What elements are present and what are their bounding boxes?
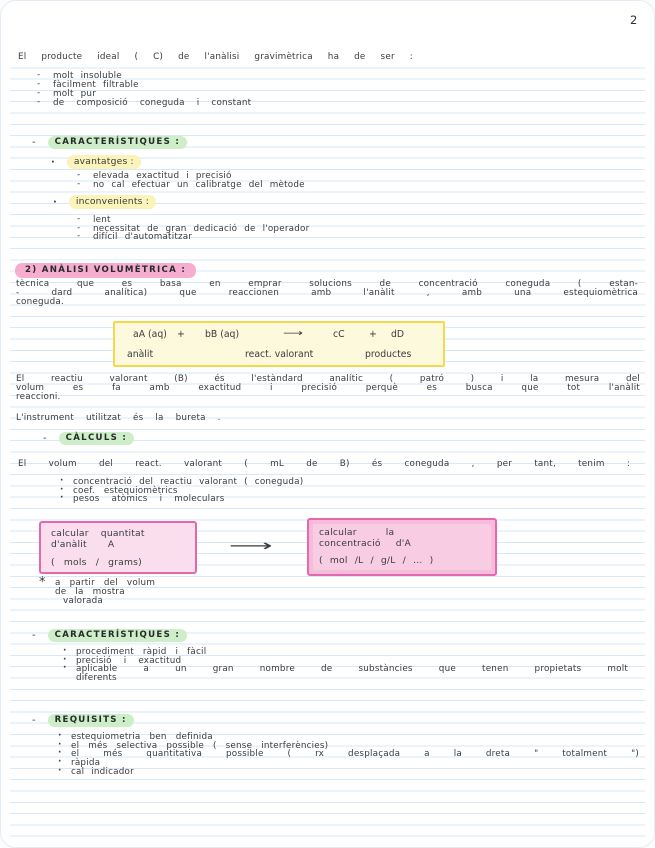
instrument-line: L'instrument utilitzat és la bureta . — [16, 413, 221, 423]
caracteristiques2-heading: CARACTERÍSTIQUES : — [47, 629, 188, 642]
list-item: coef. estequiomètrics — [60, 486, 303, 496]
list-item: cal indicador — [58, 767, 639, 777]
text-line: reaccioni. — [16, 391, 61, 402]
text-line: - dard analítica) que reaccionen amb l'a… — [16, 287, 638, 298]
list-item: molt insoluble — [37, 71, 251, 81]
caracteristiques2-list: procediment ràpid i fàcil precisió i exa… — [63, 647, 628, 683]
list-item: de composició coneguda i constant — [37, 98, 251, 108]
equation-box: aA (aq) + bB (aq) ⟶ cC + dD anàlit react… — [113, 321, 445, 367]
list-item: diferents — [76, 672, 117, 683]
calculs-heading: CÀLCULS : — [58, 432, 135, 445]
flow-note: a partir del volum de la mostra valorada — [55, 579, 155, 605]
eq-label-valorant: react. valorant — [245, 349, 314, 360]
section-caracteristiques-vol: CARACTERÍSTIQUES : — [32, 629, 188, 642]
requisits-heading: REQUISITS : — [47, 714, 134, 727]
inconvenients-label: inconvenients : — [68, 195, 157, 209]
list-item: necessitat de gran dedicació de l'operad… — [77, 224, 309, 234]
inconvenients-list: lent necessitat de gran dedicació de l'o… — [77, 215, 309, 242]
section-volumetrica: 2) ANÀLISI VOLUMÈTRICA : — [15, 257, 197, 278]
intro-bullets: molt insoluble fàcilment filtrable molt … — [37, 71, 251, 108]
avantatges-row: avantatges : — [51, 155, 141, 169]
avantatges-list: elevada exactitud i precisió no cal efec… — [77, 171, 305, 190]
text-line: d'anàlit A — [51, 539, 115, 550]
calculs-line: El volum del react. valorant ( mL de B) … — [18, 459, 630, 469]
section-requisits: REQUISITS : — [32, 714, 134, 727]
eq-label-productes: productes — [365, 349, 412, 360]
list-item: fàcilment filtrable — [37, 80, 251, 90]
page-number: 2 — [630, 13, 638, 27]
list-item: ràpida — [58, 758, 639, 768]
text-line: concentració d'A — [319, 538, 412, 549]
text-line: volum es fa amb exactitud i precisió per… — [16, 382, 640, 393]
eq-term-aA: aA (aq) — [133, 329, 167, 340]
list-item: concentració del reactiu valorant ( cone… — [60, 477, 303, 487]
list-item: aplicable a un gran nombre de substàncie… — [63, 664, 628, 674]
list-item: elevada exactitud i precisió — [77, 171, 305, 181]
text-line: tècnica que es basa en emprar solucions … — [16, 279, 638, 289]
list-item: lent — [77, 215, 309, 225]
list-item: estequiometria ben definida — [58, 732, 639, 742]
text-line: valorada — [63, 595, 104, 606]
volumetrica-paragraph: tècnica que es basa en emprar solucions … — [16, 280, 638, 306]
text-line: de la mostra — [55, 586, 125, 597]
list-item: precisió i exactitud — [63, 656, 628, 666]
text-line: coneguda. — [16, 296, 64, 307]
requisits-list: estequiometria ben definida el més selec… — [58, 732, 639, 777]
flow-box-quantitat: calcular quantitat d'anàlit A ( mols / g… — [39, 521, 197, 574]
text-line: ( mols / grams) — [51, 557, 142, 568]
list-item: no cal efectuar un calibratge del mètode — [77, 180, 305, 190]
eq-plus2: + — [369, 329, 377, 340]
list-item: difícil d'automatitzar — [77, 232, 309, 242]
list-item: procediment ràpid i fàcil — [63, 647, 628, 657]
text-line: calcular quantitat — [51, 528, 145, 539]
section-caracteristiques-grav: CARACTERÍSTIQUES : — [32, 136, 188, 149]
inconvenients-row: inconvenients : — [53, 195, 157, 209]
text-line: ( mol /L / g/L / ... ) — [319, 555, 434, 566]
list-item: pesos atòmics i moleculars — [60, 494, 303, 504]
list-item: el més quantitativa possible ( rx despla… — [58, 749, 639, 759]
intro-line: El producte ideal ( C) de l'anàlisi grav… — [18, 52, 413, 62]
text-line: a partir del volum — [55, 578, 156, 588]
caracteristiques-heading: CARACTERÍSTIQUES : — [47, 136, 188, 149]
eq-term-cC: cC — [333, 329, 345, 340]
eq-plus: + — [177, 329, 185, 340]
calculs-list: concentració del reactiu valorant ( cone… — [60, 477, 303, 504]
text-line: El reactiu valorant (B) és l'estàndard a… — [16, 374, 640, 384]
long-arrow-icon: ⟶ — [229, 536, 273, 555]
volumetrica-heading: 2) ANÀLISI VOLUMÈTRICA : — [15, 263, 197, 278]
eq-term-dD: dD — [391, 329, 405, 340]
section-calculs: CÀLCULS : — [43, 432, 135, 445]
flow-arrow: ⟶ — [229, 536, 273, 555]
avantatges-label: avantatges : — [66, 155, 141, 169]
list-item: el més selectiva possible ( sense interf… — [58, 741, 639, 751]
eq-label-analit: anàlit — [127, 349, 154, 360]
valorant-paragraph: El reactiu valorant (B) és l'estàndard a… — [16, 375, 640, 401]
list-item: molt pur — [37, 89, 251, 99]
flow-box-concentracio: calcular la concentració d'A ( mol /L / … — [307, 518, 497, 576]
asterisk-marker: * — [39, 575, 46, 590]
eq-term-bB: bB (aq) — [205, 329, 240, 340]
text-line: calcular la — [319, 527, 395, 538]
eq-arrow: ⟶ — [283, 328, 303, 339]
